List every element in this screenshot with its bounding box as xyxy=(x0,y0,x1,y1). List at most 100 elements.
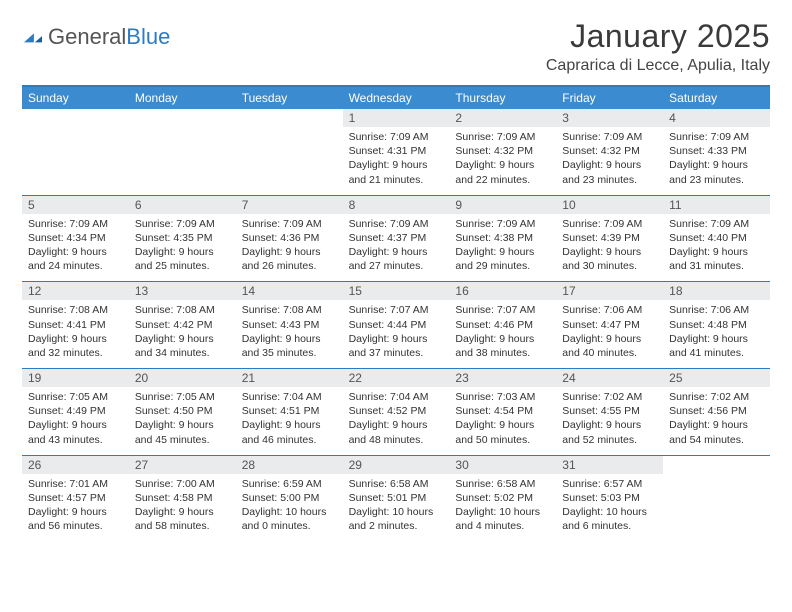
day-cell: 5 Sunrise: 7:09 AMSunset: 4:34 PMDaylight… xyxy=(22,196,129,282)
day-cell: 27Sunrise: 7:00 AMSunset: 4:58 PMDayligh… xyxy=(129,456,236,542)
day-number: 5 xyxy=(22,196,129,214)
day-number: 7 xyxy=(236,196,343,214)
day-details: Sunrise: 7:09 AMSunset: 4:40 PMDaylight:… xyxy=(669,217,764,274)
day-cell: 13 Sunrise: 7:08 AMSunset: 4:42 PMDayligh… xyxy=(129,282,236,368)
day-cell: 8Sunrise: 7:09 AMSunset: 4:37 PMDaylight… xyxy=(343,196,450,282)
day-number: 16 xyxy=(449,282,556,300)
day-cell: 24 Sunrise: 7:02 AMSunset: 4:55 PMDayligh… xyxy=(556,369,663,455)
day-details: Sunrise: 7:06 AMSunset: 4:47 PMDaylight:… xyxy=(562,303,657,360)
day-cell: 11Sunrise: 7:09 AMSunset: 4:40 PMDayligh… xyxy=(663,196,770,282)
title-block: January 2025 Caprarica di Lecce, Apulia,… xyxy=(546,18,770,75)
day-details: Sunrise: 7:09 AMSunset: 4:34 PMDaylight:… xyxy=(28,217,123,274)
day-number: 3 xyxy=(556,109,663,127)
day-details: Sunrise: 7:09 AMSunset: 4:37 PMDaylight:… xyxy=(349,217,444,274)
day-number: 2 xyxy=(449,109,556,127)
day-cell: 9 Sunrise: 7:09 AMSunset: 4:38 PMDaylight… xyxy=(449,196,556,282)
day-details: Sunrise: 7:09 AMSunset: 4:36 PMDaylight:… xyxy=(242,217,337,274)
day-number: 30 xyxy=(449,456,556,474)
logo-text-first: General xyxy=(48,24,126,49)
day-details: Sunrise: 7:05 AMSunset: 4:49 PMDaylight:… xyxy=(28,390,123,447)
day-cell-empty xyxy=(236,109,343,195)
day-cell: 15 Sunrise: 7:07 AMSunset: 4:44 PMDayligh… xyxy=(343,282,450,368)
day-details: Sunrise: 6:57 AMSunset: 5:03 PMDaylight:… xyxy=(562,477,657,534)
day-details: Sunrise: 6:58 AMSunset: 5:01 PMDaylight:… xyxy=(349,477,444,534)
day-number: 13 xyxy=(129,282,236,300)
day-number: 10 xyxy=(556,196,663,214)
day-cell: 22Sunrise: 7:04 AMSunset: 4:52 PMDayligh… xyxy=(343,369,450,455)
day-cell-empty xyxy=(663,456,770,542)
day-cell: 28Sunrise: 6:59 AMSunset: 5:00 PMDayligh… xyxy=(236,456,343,542)
day-details: Sunrise: 7:08 AMSunset: 4:43 PMDaylight:… xyxy=(242,303,337,360)
week-row: 5 Sunrise: 7:09 AMSunset: 4:34 PMDaylight… xyxy=(22,196,770,283)
weeks-container: 1Sunrise: 7:09 AMSunset: 4:31 PMDaylight… xyxy=(22,109,770,541)
day-number: 17 xyxy=(556,282,663,300)
day-cell: 16 Sunrise: 7:07 AMSunset: 4:46 PMDayligh… xyxy=(449,282,556,368)
day-cell: 10 Sunrise: 7:09 AMSunset: 4:39 PMDayligh… xyxy=(556,196,663,282)
day-details: Sunrise: 7:09 AMSunset: 4:32 PMDaylight:… xyxy=(455,130,550,187)
day-number: 20 xyxy=(129,369,236,387)
day-cell: 31Sunrise: 6:57 AMSunset: 5:03 PMDayligh… xyxy=(556,456,663,542)
week-row: 1Sunrise: 7:09 AMSunset: 4:31 PMDaylight… xyxy=(22,109,770,196)
day-details: Sunrise: 7:02 AMSunset: 4:56 PMDaylight:… xyxy=(669,390,764,447)
day-cell: 29 Sunrise: 6:58 AMSunset: 5:01 PMDayligh… xyxy=(343,456,450,542)
day-cell: 12 Sunrise: 7:08 AMSunset: 4:41 PMDayligh… xyxy=(22,282,129,368)
day-details: Sunrise: 7:09 AMSunset: 4:38 PMDaylight:… xyxy=(455,217,550,274)
day-cell: 17 Sunrise: 7:06 AMSunset: 4:47 PMDayligh… xyxy=(556,282,663,368)
day-details: Sunrise: 7:09 AMSunset: 4:33 PMDaylight:… xyxy=(669,130,764,187)
day-number: 15 xyxy=(343,282,450,300)
weekday-header: Monday xyxy=(129,87,236,109)
logo-text: GeneralBlue xyxy=(48,24,170,50)
day-details: Sunrise: 7:07 AMSunset: 4:44 PMDaylight:… xyxy=(349,303,444,360)
day-number: 4 xyxy=(663,109,770,127)
location: Caprarica di Lecce, Apulia, Italy xyxy=(546,57,770,75)
day-cell: 14Sunrise: 7:08 AMSunset: 4:43 PMDayligh… xyxy=(236,282,343,368)
day-number: 18 xyxy=(663,282,770,300)
logo-mark-icon xyxy=(22,28,44,46)
day-cell: 19Sunrise: 7:05 AMSunset: 4:49 PMDayligh… xyxy=(22,369,129,455)
month-title: January 2025 xyxy=(546,18,770,55)
day-number: 26 xyxy=(22,456,129,474)
day-number: 1 xyxy=(343,109,450,127)
day-details: Sunrise: 7:05 AMSunset: 4:50 PMDaylight:… xyxy=(135,390,230,447)
day-details: Sunrise: 6:58 AMSunset: 5:02 PMDaylight:… xyxy=(455,477,550,534)
day-details: Sunrise: 7:07 AMSunset: 4:46 PMDaylight:… xyxy=(455,303,550,360)
day-details: Sunrise: 7:08 AMSunset: 4:41 PMDaylight:… xyxy=(28,303,123,360)
day-details: Sunrise: 7:08 AMSunset: 4:42 PMDaylight:… xyxy=(135,303,230,360)
day-details: Sunrise: 7:09 AMSunset: 4:35 PMDaylight:… xyxy=(135,217,230,274)
day-number: 9 xyxy=(449,196,556,214)
day-cell: 4 Sunrise: 7:09 AMSunset: 4:33 PMDaylight… xyxy=(663,109,770,195)
day-details: Sunrise: 7:06 AMSunset: 4:48 PMDaylight:… xyxy=(669,303,764,360)
day-cell: 7 Sunrise: 7:09 AMSunset: 4:36 PMDaylight… xyxy=(236,196,343,282)
weekday-header: Friday xyxy=(556,87,663,109)
day-cell: 25Sunrise: 7:02 AMSunset: 4:56 PMDayligh… xyxy=(663,369,770,455)
day-details: Sunrise: 7:09 AMSunset: 4:39 PMDaylight:… xyxy=(562,217,657,274)
day-cell: 18 Sunrise: 7:06 AMSunset: 4:48 PMDayligh… xyxy=(663,282,770,368)
day-cell-empty xyxy=(129,109,236,195)
day-number: 21 xyxy=(236,369,343,387)
day-cell: 2 Sunrise: 7:09 AMSunset: 4:32 PMDaylight… xyxy=(449,109,556,195)
weekday-header: Saturday xyxy=(663,87,770,109)
day-number: 24 xyxy=(556,369,663,387)
logo-text-second: Blue xyxy=(126,24,170,49)
day-number: 12 xyxy=(22,282,129,300)
week-row: 12 Sunrise: 7:08 AMSunset: 4:41 PMDayligh… xyxy=(22,282,770,369)
day-number: 28 xyxy=(236,456,343,474)
week-row: 26 Sunrise: 7:01 AMSunset: 4:57 PMDayligh… xyxy=(22,456,770,542)
day-cell: 26 Sunrise: 7:01 AMSunset: 4:57 PMDayligh… xyxy=(22,456,129,542)
week-row: 19Sunrise: 7:05 AMSunset: 4:49 PMDayligh… xyxy=(22,369,770,456)
day-cell: 21 Sunrise: 7:04 AMSunset: 4:51 PMDayligh… xyxy=(236,369,343,455)
day-number: 29 xyxy=(343,456,450,474)
day-details: Sunrise: 7:01 AMSunset: 4:57 PMDaylight:… xyxy=(28,477,123,534)
weekday-header: Thursday xyxy=(449,87,556,109)
day-cell: 23Sunrise: 7:03 AMSunset: 4:54 PMDayligh… xyxy=(449,369,556,455)
logo: GeneralBlue xyxy=(22,18,170,50)
day-details: Sunrise: 7:02 AMSunset: 4:55 PMDaylight:… xyxy=(562,390,657,447)
day-cell: 1Sunrise: 7:09 AMSunset: 4:31 PMDaylight… xyxy=(343,109,450,195)
day-details: Sunrise: 7:04 AMSunset: 4:51 PMDaylight:… xyxy=(242,390,337,447)
header: GeneralBlue January 2025 Caprarica di Le… xyxy=(22,18,770,75)
weekday-header-row: SundayMondayTuesdayWednesdayThursdayFrid… xyxy=(22,87,770,109)
day-number: 6 xyxy=(129,196,236,214)
day-cell: 20 Sunrise: 7:05 AMSunset: 4:50 PMDayligh… xyxy=(129,369,236,455)
weekday-header: Sunday xyxy=(22,87,129,109)
day-details: Sunrise: 7:09 AMSunset: 4:32 PMDaylight:… xyxy=(562,130,657,187)
